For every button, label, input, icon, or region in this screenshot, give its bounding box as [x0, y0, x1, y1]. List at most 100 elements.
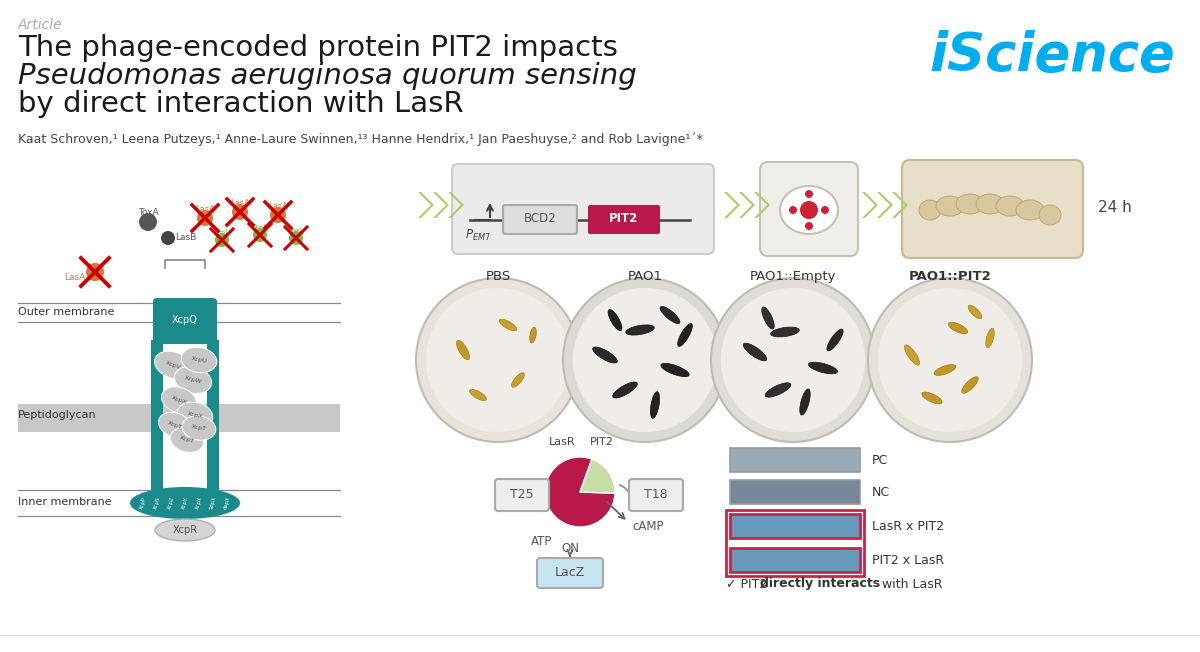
Circle shape	[161, 231, 175, 245]
Ellipse shape	[650, 392, 660, 419]
Text: iScience: iScience	[929, 30, 1175, 82]
Ellipse shape	[799, 389, 810, 415]
Circle shape	[572, 288, 718, 432]
FancyBboxPatch shape	[154, 298, 217, 344]
Text: XcpP: XcpP	[139, 496, 148, 510]
Text: PAO1::PIT2: PAO1::PIT2	[908, 270, 991, 283]
Ellipse shape	[593, 347, 617, 363]
Text: ✓ PIT2: ✓ PIT2	[726, 578, 772, 591]
Ellipse shape	[770, 327, 799, 337]
Wedge shape	[545, 457, 614, 527]
Ellipse shape	[956, 194, 984, 214]
Circle shape	[821, 206, 829, 214]
Ellipse shape	[660, 306, 680, 323]
Ellipse shape	[456, 340, 469, 360]
Ellipse shape	[608, 310, 622, 331]
Text: XcpY: XcpY	[181, 496, 190, 510]
Circle shape	[805, 222, 814, 230]
Bar	[730, 548, 860, 572]
Ellipse shape	[762, 307, 774, 329]
Circle shape	[790, 206, 797, 214]
Circle shape	[289, 231, 302, 245]
Text: cAMP: cAMP	[632, 520, 664, 533]
Text: PAO1: PAO1	[628, 270, 662, 283]
Ellipse shape	[156, 298, 178, 326]
Text: LasR x PIT2: LasR x PIT2	[872, 520, 944, 533]
Polygon shape	[724, 192, 740, 218]
FancyBboxPatch shape	[452, 164, 714, 254]
Ellipse shape	[170, 428, 204, 452]
Text: Kaat Schroven,¹ Leena Putzeys,¹ Anne-Laure Swinnen,¹³ Hanne Hendrix,¹ Jan Paeshu: Kaat Schroven,¹ Leena Putzeys,¹ Anne-Lau…	[18, 132, 703, 145]
Text: Inner membrane: Inner membrane	[18, 497, 112, 507]
Bar	[730, 480, 860, 504]
Ellipse shape	[469, 389, 486, 400]
Polygon shape	[892, 192, 908, 218]
Ellipse shape	[1039, 205, 1061, 225]
Text: XcpZ: XcpZ	[167, 496, 175, 510]
Ellipse shape	[181, 348, 217, 373]
Polygon shape	[862, 192, 878, 218]
FancyBboxPatch shape	[760, 162, 858, 256]
Text: NC: NC	[872, 486, 890, 499]
Wedge shape	[580, 459, 614, 493]
FancyBboxPatch shape	[496, 479, 550, 511]
Polygon shape	[448, 192, 464, 218]
Text: Outer membrane: Outer membrane	[18, 307, 114, 317]
Circle shape	[253, 228, 266, 242]
Circle shape	[721, 288, 865, 432]
Text: ATP: ATP	[532, 535, 553, 548]
Text: XcpW: XcpW	[184, 376, 203, 385]
Text: LasA: LasA	[230, 199, 250, 208]
Ellipse shape	[948, 322, 967, 334]
FancyBboxPatch shape	[629, 479, 683, 511]
Text: XcpX: XcpX	[170, 395, 187, 405]
Ellipse shape	[936, 196, 964, 216]
Polygon shape	[418, 192, 434, 218]
Ellipse shape	[192, 298, 214, 326]
Circle shape	[416, 278, 580, 442]
Text: PAO1::Empty: PAO1::Empty	[750, 270, 836, 283]
Ellipse shape	[766, 383, 791, 397]
Ellipse shape	[174, 366, 211, 394]
Text: directly interacts: directly interacts	[760, 578, 880, 591]
Text: PrpL: PrpL	[214, 229, 230, 238]
Ellipse shape	[529, 327, 536, 343]
Circle shape	[197, 210, 214, 226]
FancyBboxPatch shape	[902, 160, 1084, 258]
Text: PrpL: PrpL	[288, 227, 305, 236]
Circle shape	[270, 207, 286, 223]
Circle shape	[139, 213, 157, 231]
Bar	[730, 514, 860, 538]
Text: LasA: LasA	[268, 202, 288, 211]
Text: dapX: dapX	[223, 496, 232, 511]
Polygon shape	[433, 192, 449, 218]
Text: ToxA: ToxA	[138, 208, 158, 217]
Text: LasR: LasR	[548, 437, 575, 447]
Ellipse shape	[976, 194, 1004, 214]
Text: T25: T25	[510, 488, 534, 501]
Circle shape	[563, 278, 727, 442]
Text: LasB: LasB	[175, 233, 197, 243]
Ellipse shape	[155, 351, 191, 379]
Text: PIT2: PIT2	[590, 437, 614, 447]
Ellipse shape	[961, 377, 978, 393]
Circle shape	[86, 263, 104, 281]
Text: with LasR: with LasR	[878, 578, 942, 591]
Text: PIT2 x LasR: PIT2 x LasR	[872, 554, 944, 567]
Circle shape	[805, 190, 814, 198]
FancyBboxPatch shape	[588, 205, 660, 234]
Ellipse shape	[158, 412, 192, 437]
Text: PIT2: PIT2	[610, 213, 638, 226]
Ellipse shape	[182, 416, 216, 440]
Text: XcpX: XcpX	[187, 411, 203, 419]
Text: LasA: LasA	[196, 205, 215, 214]
Text: XcpT: XcpT	[167, 420, 184, 430]
Bar	[730, 448, 860, 472]
FancyBboxPatch shape	[538, 558, 604, 588]
Ellipse shape	[809, 362, 838, 374]
Ellipse shape	[511, 373, 524, 387]
Text: XcpV: XcpV	[164, 360, 181, 370]
Circle shape	[232, 204, 248, 220]
Text: Pseudomonas aeruginosa quorum sensing: Pseudomonas aeruginosa quorum sensing	[18, 62, 637, 90]
Polygon shape	[739, 192, 755, 218]
